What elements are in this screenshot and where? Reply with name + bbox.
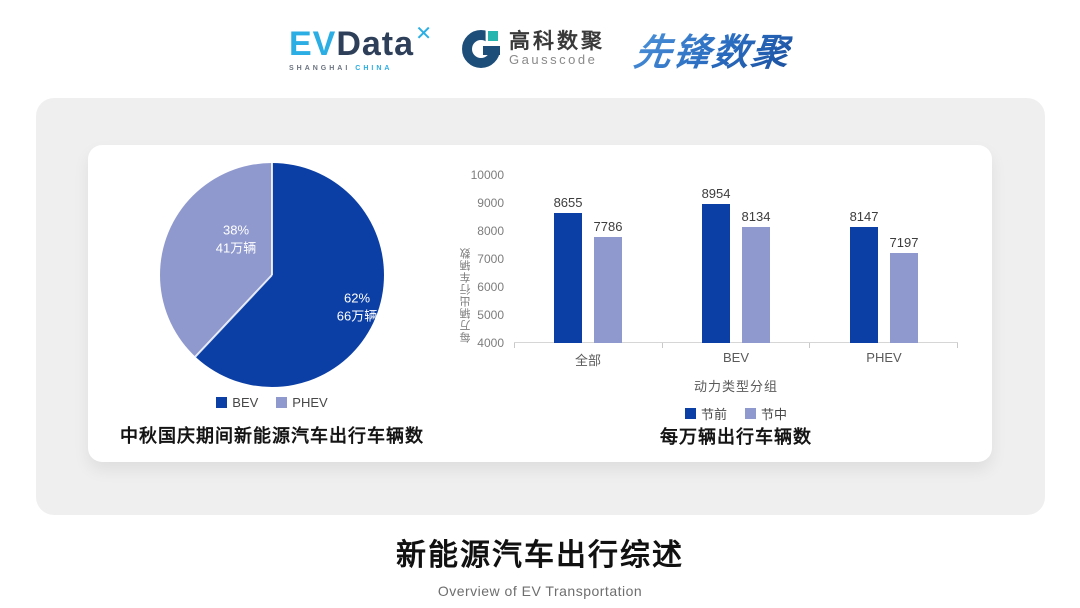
pie-label-phev: 38% 41万辆: [215, 222, 257, 255]
page-title: 新能源汽车出行综述: [396, 539, 684, 572]
bar: [554, 212, 583, 343]
bar: [702, 204, 731, 343]
legend-label: 节中: [761, 407, 788, 422]
bar-value-label: 8655: [553, 194, 583, 210]
y-tick-label: 6000: [477, 280, 504, 294]
bar-groups: 8655 7786 8954 8134 8147 7197: [514, 175, 958, 343]
pie-divider-1: [271, 163, 273, 275]
evdata-star-icon: ✕: [415, 22, 433, 45]
evdata-logo: EVData ✕ SHANGHAI CHINA: [288, 23, 432, 72]
legend-swatch-icon: [684, 408, 696, 419]
legend-swatch-icon: [276, 397, 288, 408]
bar-group: 8147 7197: [810, 175, 958, 343]
evdata-subtext: SHANGHAI CHINA: [288, 64, 393, 72]
legend-label: BEV: [232, 395, 259, 410]
gausscode-g-icon: [462, 30, 501, 68]
chart-card: 62% 66万辆 38% 41万辆 BEV PHEV 中秋国庆期间新能源汽车出行车…: [88, 145, 992, 462]
x-category-label: PHEV: [866, 350, 902, 365]
bar-chart-section: 每万辆出行车辆数 10000 9000 8000 7000 6000 5000 4000 8…: [456, 145, 992, 462]
y-tick-label: 9000: [477, 196, 504, 210]
y-tick-label: 8000: [477, 224, 504, 238]
bar: [889, 253, 918, 343]
pie-label-bev: 62% 66万辆: [336, 290, 378, 323]
y-tick-label: 10000: [470, 168, 504, 182]
bar: [850, 226, 879, 343]
bar-column: 7197: [889, 235, 919, 343]
bar: [593, 237, 622, 343]
legend-item: 节前: [684, 404, 727, 423]
gausscode-logo: 高科数聚 Gausscode: [462, 30, 605, 68]
header-logos: EVData ✕ SHANGHAI CHINA 高科数聚 Gausscode 先…: [0, 14, 1080, 84]
evdata-wordmark: EVData: [289, 27, 414, 61]
x-category-label: BEV: [722, 350, 749, 365]
bar-group: 8655 7786: [514, 175, 662, 343]
bar: [741, 227, 770, 343]
bar-xticks: [514, 343, 958, 348]
bar-caption: 每万辆出行车辆数: [660, 427, 812, 447]
legend-label: 节前: [700, 407, 727, 422]
bar-chart: 每万辆出行车辆数 10000 9000 8000 7000 6000 5000 4000 8…: [456, 168, 958, 350]
pie-chart: 62% 66万辆 38% 41万辆: [160, 163, 384, 387]
bar-value-label: 8954: [701, 186, 731, 202]
bar-column: 8147: [850, 209, 879, 343]
bar-yticks: 10000 9000 8000 7000 6000 5000 4000: [456, 168, 514, 350]
legend-item: BEV: [216, 395, 258, 410]
footer: 新能源汽车出行综述 Overview of EV Transportation: [0, 530, 1080, 599]
legend-item: 节中: [745, 404, 787, 423]
legend-swatch-icon: [745, 408, 756, 419]
x-category-label: 全部: [574, 353, 601, 368]
y-tick-label: 7000: [477, 252, 504, 266]
legend-label: PHEV: [292, 395, 328, 410]
bar-value-label: 8147: [849, 208, 879, 224]
evdata-data-text: Data: [336, 24, 415, 63]
bar-column: 8954: [702, 186, 731, 343]
evdata-ev-text: EV: [288, 24, 337, 63]
bar-value-label: 7197: [889, 235, 919, 251]
gausscode-cn-text: 高科数聚: [509, 30, 606, 54]
pie-caption: 中秋国庆期间新能源汽车出行车辆数: [120, 426, 424, 446]
pie-legend: BEV PHEV: [216, 395, 328, 410]
content-panel: 62% 66万辆 38% 41万辆 BEV PHEV 中秋国庆期间新能源汽车出行车…: [36, 98, 1045, 515]
legend-item: PHEV: [276, 395, 328, 410]
y-tick-label: 5000: [477, 308, 504, 322]
legend-swatch-icon: [216, 397, 228, 408]
bar-column: 8655: [554, 195, 583, 343]
bar-plot: 8655 7786 8954 8134 8147 7197: [514, 175, 958, 348]
bar-column: 7786: [593, 219, 623, 343]
bar-x-axis-label: 动力类型分组: [693, 379, 778, 394]
gausscode-en-text: Gausscode: [509, 52, 598, 68]
page-subtitle: Overview of EV Transportation: [437, 583, 643, 599]
bar-categories: 全部 BEV PHEV: [514, 350, 958, 369]
bar-column: 8134: [741, 209, 771, 343]
y-tick-label: 4000: [477, 336, 504, 350]
xianfeng-logo: 先锋数聚: [631, 22, 795, 76]
bar-value-label: 7786: [593, 219, 623, 234]
bar-legend: 节前 节中: [514, 404, 958, 423]
bar-value-label: 8134: [741, 209, 771, 225]
bar-group: 8954 8134: [662, 175, 810, 343]
pie-chart-section: 62% 66万辆 38% 41万辆 BEV PHEV 中秋国庆期间新能源汽车出行车…: [88, 145, 456, 462]
